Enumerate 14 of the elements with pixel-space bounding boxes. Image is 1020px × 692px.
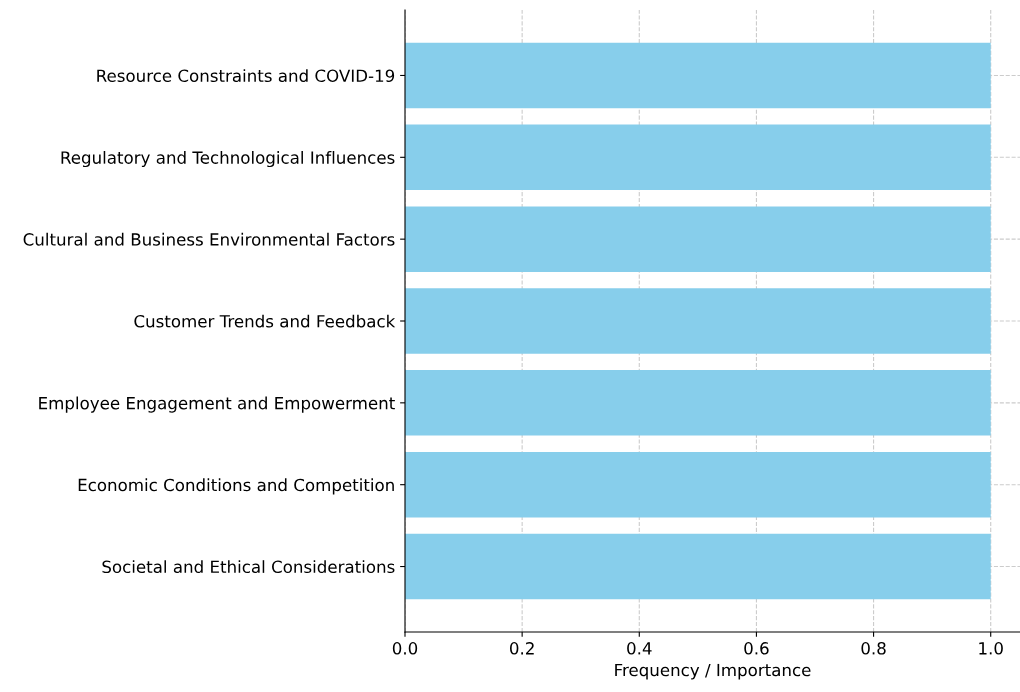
y-tick-label: Resource Constraints and COVID-19 <box>97 69 395 83</box>
x-tick-label: 0.4 <box>627 642 652 655</box>
y-tick-label: Employee Engagement and Empowerment <box>39 396 395 413</box>
x-tick-label: 0.0 <box>392 642 418 655</box>
x-tick-label: 0.6 <box>744 642 769 655</box>
x-tick-label: 0.8 <box>861 642 886 655</box>
x-tick-label: 0.2 <box>509 642 534 655</box>
y-tick-label: Societal and Ethical Considerations <box>102 560 395 574</box>
y-tick-label: Cultural and Business Environmental Factors <box>23 232 395 246</box>
x-axis-title: Frequency / Importance <box>615 663 811 680</box>
y-tick-label: Economic Conditions and Competition <box>78 478 394 495</box>
x-tick-label: 1.0 <box>979 642 1003 655</box>
y-tick-label: Customer Trends and Feedback <box>134 314 396 328</box>
y-tick-label: Regulatory and Technological Influences <box>61 150 395 168</box>
